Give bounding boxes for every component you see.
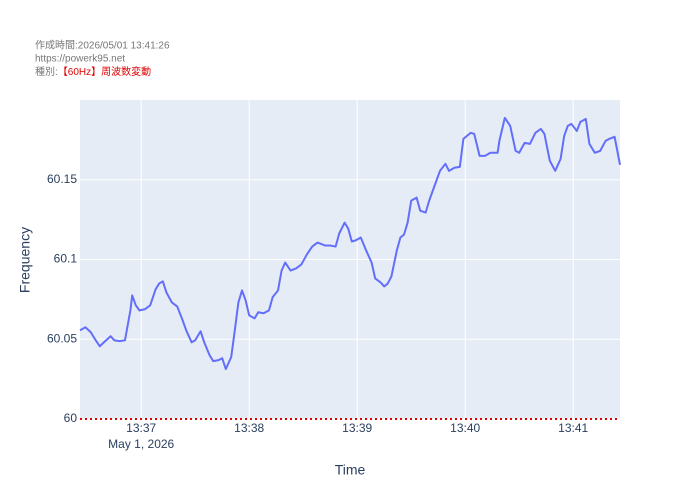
kind: 【60Hz】周波数変動 bbox=[58, 65, 151, 78]
x-tick-label: 13:37 bbox=[126, 421, 156, 435]
kind-line: 種別:【60Hz】周波数変動 bbox=[35, 65, 151, 78]
y-axis-title: Frequency bbox=[17, 227, 33, 293]
x-tick-label: 13:39 bbox=[342, 421, 372, 435]
data-line bbox=[79, 116, 621, 371]
header-line: 作成時間:2026/05/01 13:41:26 bbox=[35, 40, 170, 52]
x-axis-title: Time bbox=[335, 462, 366, 478]
y-tick-label: 60.05 bbox=[47, 331, 77, 345]
x-tick-label: 13:40 bbox=[450, 421, 480, 435]
y-tick-label: 60.1 bbox=[54, 252, 78, 266]
y-tick-label: 60 bbox=[64, 411, 78, 425]
x-tick-label: 13:41 bbox=[558, 421, 588, 435]
header-line: https://powerk95.net bbox=[35, 54, 125, 65]
x-tick-label: 13:38 bbox=[234, 421, 264, 435]
x-date-label: May 1, 2026 bbox=[108, 437, 174, 451]
kind-label: 種別: bbox=[35, 65, 58, 78]
y-tick-label: 60.15 bbox=[47, 172, 77, 186]
